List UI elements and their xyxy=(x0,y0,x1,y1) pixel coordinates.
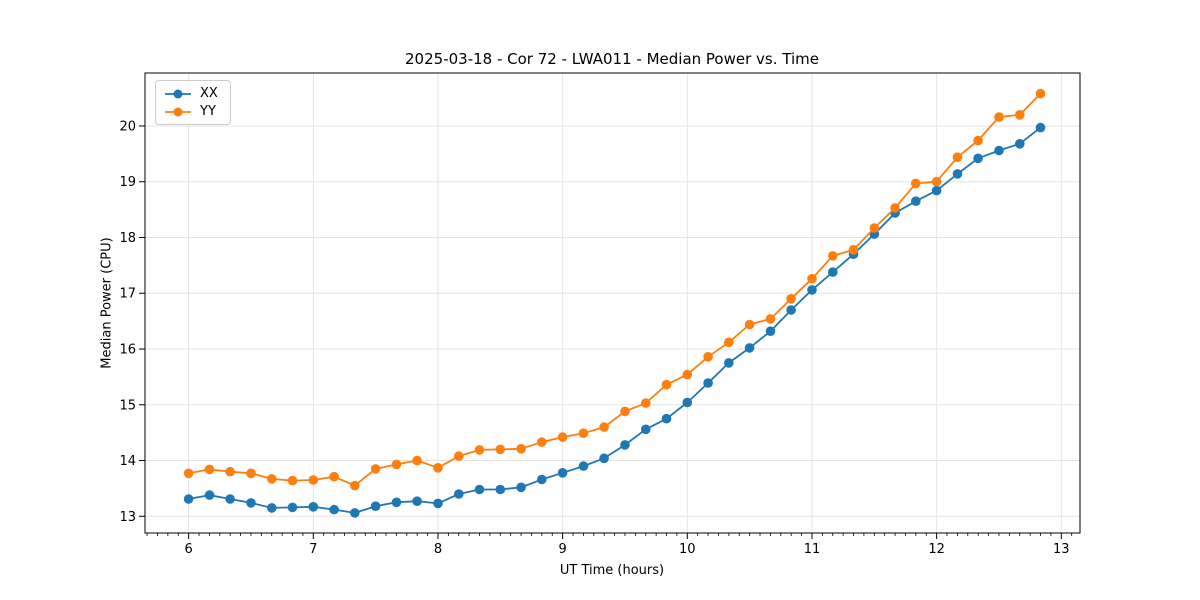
yy-line-marker-icon xyxy=(165,107,191,116)
x-tick-label: 6 xyxy=(184,542,192,557)
legend-label-yy: YY xyxy=(200,104,216,119)
y-tick-label: 14 xyxy=(119,454,136,469)
x-tick-label: 8 xyxy=(434,542,442,557)
legend-label-xx: XX xyxy=(200,86,218,101)
legend-item-yy: YY xyxy=(164,104,218,119)
y-tick-label: 13 xyxy=(119,510,136,525)
legend-item-xx: XX xyxy=(164,86,218,101)
y-tick-label: 20 xyxy=(119,119,136,134)
xx-line-marker-icon xyxy=(165,89,191,98)
legend: XX YY xyxy=(155,80,231,125)
x-tick-label: 11 xyxy=(804,542,821,557)
x-tick-label: 12 xyxy=(928,542,945,557)
x-tick-label: 10 xyxy=(679,542,696,557)
x-tick-label: 13 xyxy=(1053,542,1070,557)
y-tick-label: 18 xyxy=(119,231,136,246)
chart-title: 2025-03-18 - Cor 72 - LWA011 - Median Po… xyxy=(405,50,819,68)
x-tick-label: 7 xyxy=(309,542,317,557)
x-tick-label: 9 xyxy=(558,542,566,557)
y-tick-label: 15 xyxy=(119,398,136,413)
x-axis-label: UT Time (hours) xyxy=(559,563,665,578)
y-tick-label: 19 xyxy=(119,175,136,190)
y-tick-label: 16 xyxy=(119,343,136,358)
y-tick-label: 17 xyxy=(119,287,136,302)
